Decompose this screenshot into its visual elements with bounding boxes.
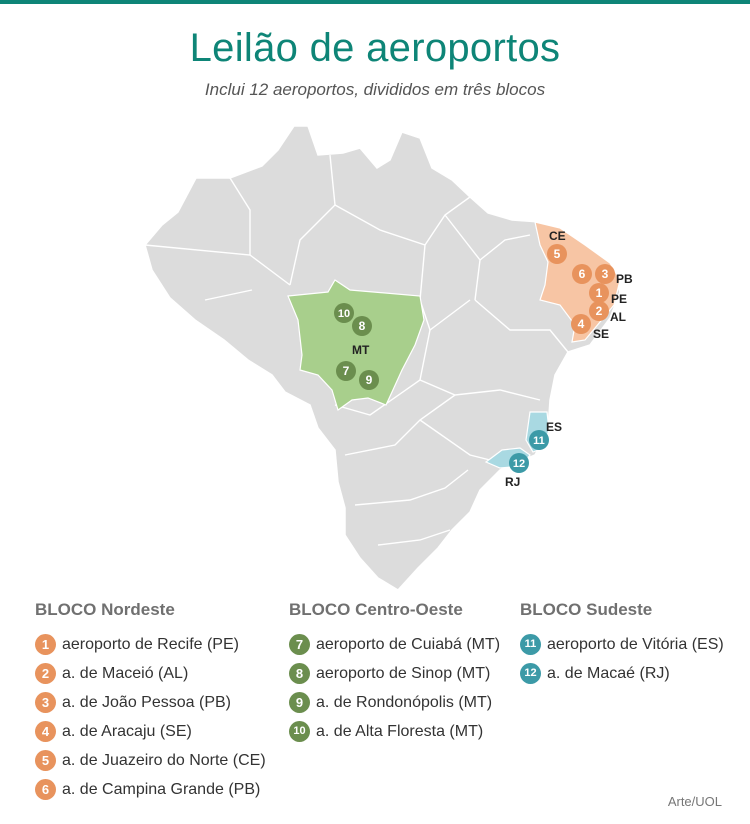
legend-bloco-sudeste: BLOCO Sudeste 11 aeroporto de Vitória (E… [520, 600, 724, 688]
number-badge: 12 [520, 663, 541, 684]
airport-marker-12: 12 [509, 453, 529, 473]
state-label-es: ES [546, 420, 562, 434]
state-borders [144, 154, 569, 546]
svg-text:9: 9 [366, 373, 373, 387]
airport-marker-4: 4 [571, 314, 591, 334]
state-label-pb: PB [616, 272, 633, 286]
number-badge: 11 [520, 634, 541, 655]
state-label-ce: CE [549, 229, 566, 243]
airport-marker-5: 5 [547, 244, 567, 264]
svg-text:11: 11 [533, 435, 545, 447]
legend-item: 3 a. de João Pessoa (PB) [35, 688, 266, 717]
svg-text:6: 6 [579, 267, 586, 281]
legend-item-label: a. de Campina Grande (PB) [62, 780, 261, 798]
legend-item: 7 aeroporto de Cuiabá (MT) [289, 630, 500, 659]
legend-item-label: aeroporto de Recife (PE) [62, 635, 239, 653]
legend-bloco-centro-oeste: BLOCO Centro-Oeste 7 aeroporto de Cuiabá… [289, 600, 500, 746]
legend-title-centro-oeste: BLOCO Centro-Oeste [289, 600, 463, 619]
legend-item: 6 a. de Campina Grande (PB) [35, 775, 266, 804]
svg-text:8: 8 [359, 319, 366, 333]
legend-item: 10 a. de Alta Floresta (MT) [289, 717, 500, 746]
svg-text:7: 7 [343, 364, 350, 378]
number-badge: 7 [289, 634, 310, 655]
legend-item-label: a. de Maceió (AL) [62, 664, 189, 682]
airport-marker-8: 8 [352, 316, 372, 336]
state-label-rj: RJ [505, 475, 520, 489]
legend-item: 4 a. de Aracaju (SE) [35, 717, 266, 746]
svg-text:3: 3 [602, 267, 609, 281]
legend-item: 5 a. de Juazeiro do Norte (CE) [35, 746, 266, 775]
state-label-al: AL [610, 310, 626, 324]
legend-item-label: a. de Rondonópolis (MT) [316, 693, 493, 711]
legend-item-label: a. de João Pessoa (PB) [62, 693, 231, 711]
airport-marker-2: 2 [589, 301, 609, 321]
airport-marker-10: 10 [334, 303, 354, 323]
legend-item: 11 aeroporto de Vitória (ES) [520, 630, 724, 659]
state-label-se: SE [593, 327, 609, 341]
credit-text: Arte/UOL [667, 794, 722, 809]
legend-item-label: aeroporto de Vitória (ES) [547, 635, 724, 653]
page-subtitle: Inclui 12 aeroportos, divididos em três … [204, 80, 546, 99]
region-mato-grosso [287, 279, 425, 411]
top-accent-bar [0, 0, 750, 4]
number-badge: 8 [289, 663, 310, 684]
legend-item: 12 a. de Macaé (RJ) [520, 659, 724, 688]
airport-marker-3: 3 [595, 264, 615, 284]
legend-item-label: a. de Alta Floresta (MT) [316, 722, 484, 740]
airport-marker-6: 6 [572, 264, 592, 284]
legend-item: 8 aeroporto de Sinop (MT) [289, 659, 500, 688]
number-badge: 1 [35, 634, 56, 655]
legend-item-label: aeroporto de Cuiabá (MT) [316, 635, 501, 653]
number-badge: 10 [289, 721, 310, 742]
state-label-mt: MT [352, 343, 370, 357]
state-label-pe: PE [611, 292, 627, 306]
legend-item-label: a. de Juazeiro do Norte (CE) [62, 751, 266, 769]
svg-text:5: 5 [554, 247, 561, 261]
airport-marker-11: 11 [529, 430, 549, 450]
svg-text:4: 4 [578, 317, 585, 331]
legend-title-nordeste: BLOCO Nordeste [35, 600, 175, 619]
svg-text:2: 2 [596, 304, 603, 318]
page-title: Leilão de aeroportos [189, 26, 561, 70]
airport-marker-1: 1 [589, 283, 609, 303]
svg-text:1: 1 [596, 286, 603, 300]
number-badge: 3 [35, 692, 56, 713]
number-badge: 5 [35, 750, 56, 771]
legend-title-sudeste: BLOCO Sudeste [520, 600, 653, 619]
number-badge: 2 [35, 663, 56, 684]
legend-item: 9 a. de Rondonópolis (MT) [289, 688, 500, 717]
svg-text:10: 10 [338, 308, 350, 320]
legend-item: 1 aeroporto de Recife (PE) [35, 630, 266, 659]
number-badge: 4 [35, 721, 56, 742]
airport-marker-7: 7 [336, 361, 356, 381]
svg-text:12: 12 [513, 458, 525, 470]
legend-item: 2 a. de Maceió (AL) [35, 659, 266, 688]
number-badge: 9 [289, 692, 310, 713]
legend-item-label: a. de Macaé (RJ) [547, 664, 670, 682]
legend-item-label: a. de Aracaju (SE) [62, 722, 192, 740]
legend-bloco-nordeste: BLOCO Nordeste 1 aeroporto de Recife (PE… [35, 600, 266, 804]
number-badge: 6 [35, 779, 56, 800]
brazil-map: CE PB PE AL SE MT ES RJ 5 6 3 1 2 [144, 125, 633, 591]
legend-item-label: aeroporto de Sinop (MT) [316, 664, 491, 682]
airport-marker-9: 9 [359, 370, 379, 390]
